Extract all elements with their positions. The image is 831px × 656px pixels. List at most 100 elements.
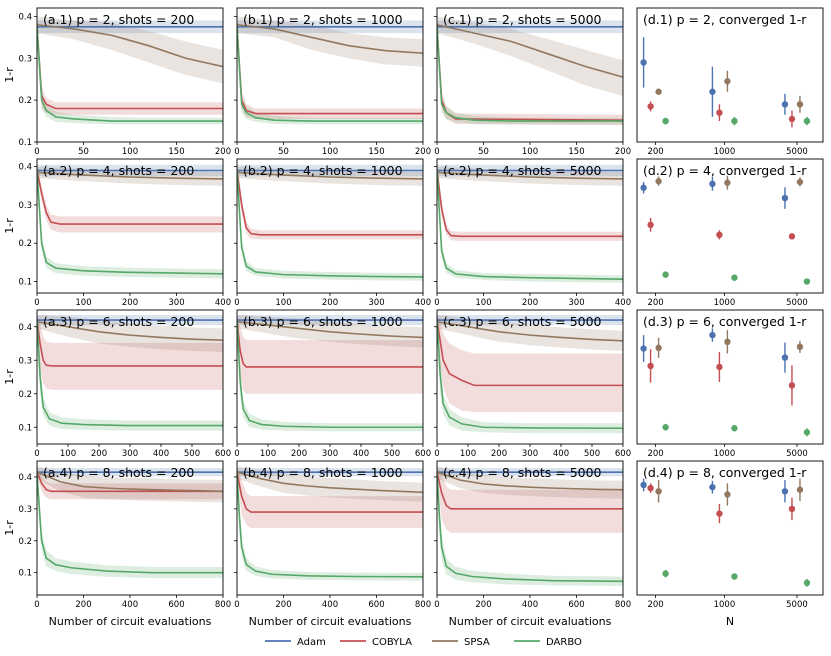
point-cobyla [647, 484, 654, 492]
point-adam [709, 483, 716, 491]
band-cobyla-r1c0 [37, 164, 223, 233]
panel-title: (d.2) p = 4, converged 1-r [643, 163, 807, 178]
band-darbo-r3c1 [237, 468, 423, 581]
x-tick-label: 200 [647, 147, 663, 157]
x-tick-label: 600 [368, 600, 384, 610]
line-cobyla-r1c1 [237, 170, 423, 236]
legend-label-darbo: DARBO [546, 637, 582, 648]
point-spsa [724, 179, 731, 186]
x-tick-label: 5000 [786, 449, 808, 459]
x-tick-label: 400 [322, 600, 338, 610]
x-tick-label: 0 [434, 147, 439, 157]
x-tick-label: 100 [275, 298, 291, 308]
y-tick-label: 0.1 [18, 569, 32, 579]
x-tick-label: 50 [478, 147, 489, 157]
y-axis-label: 1-r [3, 369, 16, 385]
point-darbo [731, 425, 738, 432]
panel-frame [636, 158, 824, 294]
point-spsa [796, 101, 804, 108]
x-tick-label: 400 [153, 449, 169, 459]
x-tick-label: 300 [122, 449, 138, 459]
line-darbo-r2c0 [37, 320, 223, 427]
x-tick-label: 500 [584, 449, 600, 459]
panel-title: (b.4) p = 8, shots = 1000 [243, 465, 403, 480]
x-tick-label: 150 [568, 147, 584, 157]
line-cobyla-r2c2 [437, 319, 623, 387]
x-tick-label: 400 [615, 298, 631, 308]
x-tick-label: 200 [647, 298, 663, 308]
point-cobyla [788, 233, 796, 240]
point-adam [640, 345, 647, 352]
band-cobyla-r0c2 [437, 20, 623, 126]
panel-frame [636, 460, 824, 596]
line-cobyla-r1c0 [37, 170, 223, 225]
y-axis-label: 1-r [3, 520, 16, 536]
line-darbo-r0c1 [237, 26, 423, 122]
x-tick-label: 0 [234, 449, 239, 459]
line-spsa-r3c0 [37, 471, 223, 493]
point-spsa [655, 488, 662, 495]
band-darbo-r1c1 [237, 164, 423, 281]
line-spsa-r1c2 [437, 171, 623, 180]
band-cobyla-r2c2 [437, 315, 623, 413]
band-darbo-r0c2 [437, 20, 623, 125]
panel-frame [636, 7, 824, 143]
point-spsa [724, 491, 731, 498]
band-cobyla-r0c1 [237, 20, 423, 119]
panel-title: (b.2) p = 4, shots = 1000 [243, 163, 403, 178]
point-darbo [803, 579, 811, 587]
panel-title: (d.4) p = 8, converged 1-r [643, 465, 807, 480]
x-tick-label: 5000 [786, 600, 808, 610]
x-tick-label: 0 [34, 449, 39, 459]
y-tick-label: 0.4 [18, 473, 32, 483]
x-tick-label: 200 [75, 600, 91, 610]
point-darbo [731, 117, 738, 125]
x-tick-label: 100 [60, 449, 76, 459]
y-tick-label: 0.1 [18, 423, 32, 433]
x-tick-label: 0 [434, 298, 439, 308]
x-tick-label: 0 [434, 600, 439, 610]
point-cobyla [716, 363, 723, 371]
panel-title: (a.3) p = 6, shots = 200 [43, 314, 194, 329]
panel-frame [636, 309, 824, 445]
band-darbo-r3c2 [437, 468, 623, 587]
line-cobyla-r3c1 [237, 472, 423, 513]
point-adam [709, 88, 716, 95]
line-spsa-r1c0 [37, 171, 223, 180]
x-tick-label: 100 [522, 147, 538, 157]
point-spsa [724, 78, 731, 85]
point-cobyla [788, 505, 796, 513]
y-tick-label: 0.2 [18, 390, 32, 400]
band-darbo-r2c1 [237, 315, 423, 432]
line-darbo-r3c1 [237, 473, 423, 578]
x-tick-label: 200 [415, 147, 431, 157]
x-axis-label: Number of circuit evaluations [49, 615, 212, 628]
line-spsa-r0c2 [437, 23, 623, 78]
y-tick-label: 0.1 [18, 278, 32, 288]
x-tick-label: 5000 [786, 298, 808, 308]
x-tick-label: 200 [522, 298, 538, 308]
x-tick-label: 500 [184, 449, 200, 459]
x-tick-label: 0 [234, 298, 239, 308]
point-cobyla [647, 362, 654, 370]
x-tick-label: 400 [553, 449, 569, 459]
panel-title: (a.4) p = 8, shots = 200 [43, 465, 194, 480]
panel-title: (c.2) p = 4, shots = 5000 [443, 163, 602, 178]
x-tick-label: 300 [522, 449, 538, 459]
x-tick-label: 400 [353, 449, 369, 459]
x-tick-label: 400 [415, 298, 431, 308]
point-darbo [662, 424, 669, 431]
x-tick-label: 200 [615, 147, 631, 157]
y-tick-label: 0.3 [18, 201, 32, 211]
point-spsa [655, 178, 662, 185]
panel-title: (d.1) p = 2, converged 1-r [643, 12, 807, 27]
x-tick-label: 200 [215, 147, 231, 157]
line-cobyla-r2c1 [237, 319, 423, 368]
line-darbo-r2c1 [237, 320, 423, 429]
x-tick-label: 400 [215, 298, 231, 308]
band-cobyla-r1c2 [437, 164, 623, 241]
point-cobyla [716, 231, 723, 239]
band-spsa-r0c0 [37, 16, 223, 84]
x-tick-label: 500 [384, 449, 400, 459]
